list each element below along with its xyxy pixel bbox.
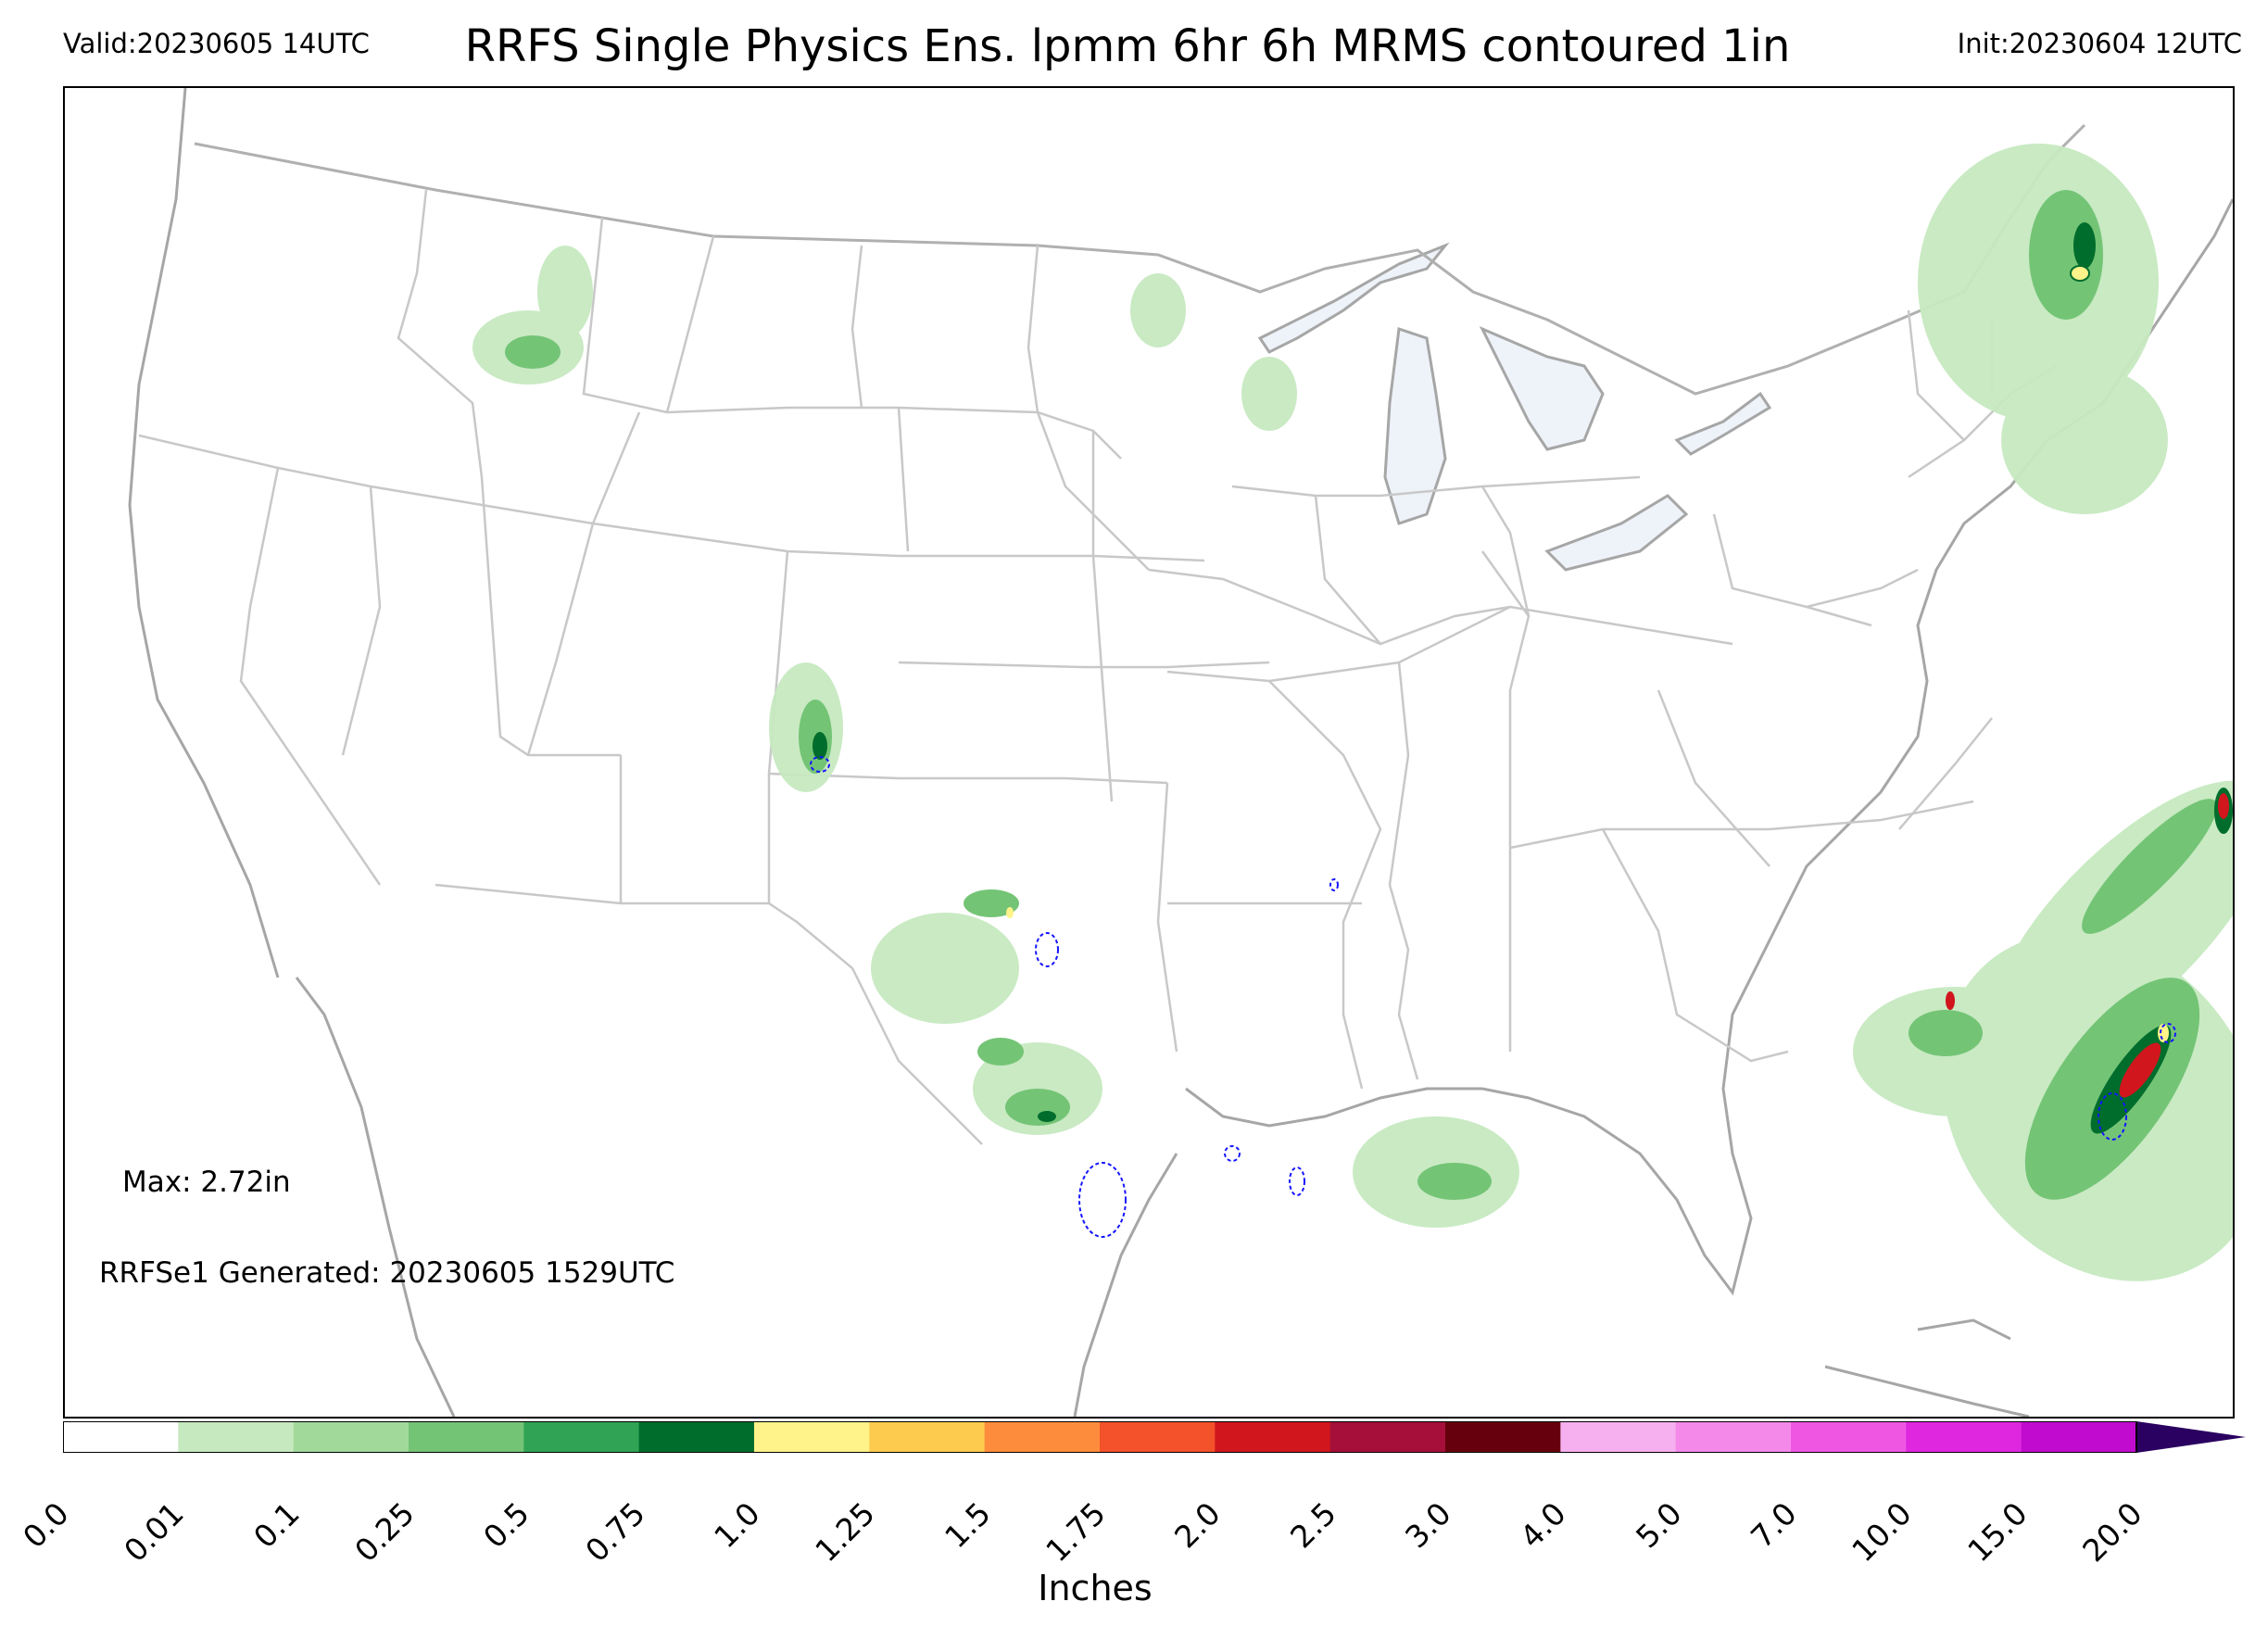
init-time-label: Init:20230604 12UTC	[1957, 28, 2242, 59]
map-title: RRFS Single Physics Ens. lpmm 6hr 6h MRM…	[464, 20, 1791, 72]
colorbar-box	[1445, 1421, 1561, 1453]
colorbar-box	[984, 1421, 1101, 1453]
colorbar-box	[638, 1421, 755, 1453]
precipitation-map: Max: 2.72in RRFSe1 Generated: 20230605 1…	[63, 86, 2235, 1419]
colorbar-box	[1100, 1421, 1216, 1453]
generated-label: RRFSe1 Generated: 20230605 1529UTC	[99, 1256, 675, 1290]
colorbar-box	[1329, 1421, 1446, 1453]
colorbar-boxes	[63, 1421, 2137, 1453]
great-lakes	[1257, 242, 1772, 572]
colorbar-box	[178, 1421, 295, 1453]
colorbar-box	[869, 1421, 986, 1453]
colorbar-outline	[63, 1421, 2137, 1453]
colorbar-box	[293, 1421, 409, 1453]
colorbar-box	[63, 1421, 179, 1453]
precip-light	[472, 144, 2233, 1281]
colorbar-label: Inches	[1038, 1568, 1153, 1608]
coastlines	[128, 88, 2233, 1417]
colorbar-box	[1791, 1421, 1907, 1453]
colorbar-box	[1906, 1421, 2022, 1453]
colorbar-box	[1560, 1421, 1677, 1453]
colorbar	[63, 1421, 2246, 1453]
colorbar-box	[409, 1421, 524, 1453]
state-borders	[138, 189, 2058, 1145]
colorbar-box	[2021, 1421, 2137, 1453]
map-canvas	[128, 88, 2233, 1417]
colorbar-box	[1675, 1421, 1792, 1453]
colorbar-box	[1215, 1421, 1331, 1453]
max-value-label: Max: 2.72in	[122, 1166, 291, 1199]
valid-time-label: Valid:20230605 14UTC	[63, 28, 370, 59]
colorbar-box	[754, 1421, 870, 1453]
colorbar-box	[523, 1421, 640, 1453]
mrms-contours	[810, 756, 2176, 1238]
colorbar-extend-arrow	[2136, 1421, 2246, 1453]
